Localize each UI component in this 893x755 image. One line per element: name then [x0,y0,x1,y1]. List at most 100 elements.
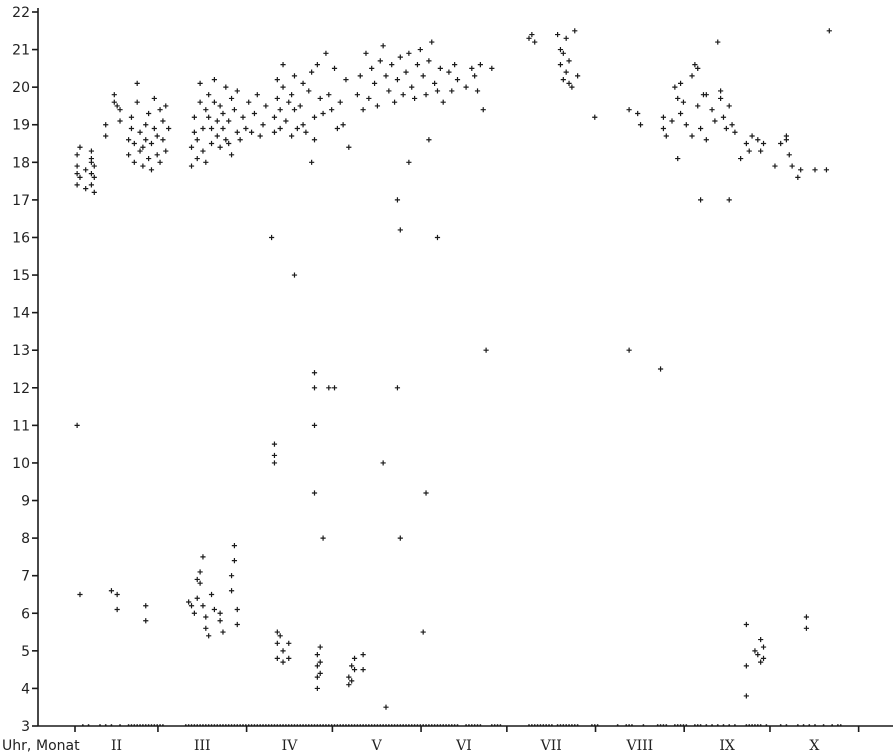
baseline-point [665,724,668,726]
data-point [346,682,352,688]
data-point [134,80,140,86]
baseline-point [104,724,107,726]
data-point [211,77,217,83]
data-point [186,599,192,605]
data-point [297,103,303,109]
data-point [689,73,695,79]
data-point [311,370,318,376]
baseline-point [528,724,530,726]
baseline-point [765,724,768,726]
data-point [346,144,352,150]
baseline-point [350,724,353,726]
data-point [326,385,332,391]
data-point [234,606,240,613]
baseline-point [264,724,267,726]
data-point [220,110,226,117]
data-point [74,152,80,158]
baseline-point [573,724,576,726]
baseline-point [207,724,210,726]
baseline-point [270,724,273,726]
data-point [317,644,323,650]
data-point [434,234,441,241]
data-point [286,655,292,661]
data-point [746,148,752,154]
data-point [194,576,200,583]
data-point [560,50,566,56]
baseline-point [190,724,193,726]
data-point [240,114,246,120]
baseline-point [662,724,665,726]
data-point [157,107,163,113]
data-point [483,347,489,353]
data-point [226,140,232,147]
data-point [140,163,146,169]
data-point [743,140,749,147]
data-point [271,452,278,459]
baseline-point [325,724,327,726]
data-point [140,144,146,150]
data-point [291,73,298,79]
baseline-point [468,724,470,726]
data-point [91,174,97,180]
baseline-point [728,724,731,726]
data-point [237,137,243,143]
data-point [289,92,295,98]
y-tick-label: 5 [21,644,30,660]
data-point [360,652,366,658]
baseline-point [233,724,236,726]
data-point [160,118,166,124]
baseline-point [479,724,482,726]
data-point [228,588,235,594]
baseline-point [756,724,759,726]
data-point [203,625,209,631]
data-point [194,155,200,162]
data-point [477,62,483,68]
baseline-point [785,724,788,726]
baseline-point [187,724,190,726]
baseline-point [362,724,365,726]
baseline-point [119,724,121,726]
y-tick-label: 6 [21,606,30,622]
data-point [274,77,280,83]
x-month-label: V [371,738,383,754]
baseline-point [631,724,633,726]
baseline-point [353,724,356,726]
baseline-point [339,724,342,726]
data-point [191,114,197,120]
data-point [208,125,215,132]
y-tick-label: 3 [21,719,30,735]
data-point [474,88,481,94]
data-point [208,140,215,147]
data-point [695,103,701,109]
data-point [429,39,435,45]
baseline-point [836,724,839,726]
baseline-point [679,724,682,726]
baseline-point [127,724,130,726]
baseline-point [571,724,573,726]
data-point [194,137,200,143]
data-point [280,659,286,665]
baseline-point [399,724,402,726]
data-point [397,535,403,541]
data-point [732,129,738,135]
baseline-point [296,724,299,726]
baseline-point [287,724,290,726]
data-point [743,621,749,628]
data-point [366,95,372,102]
data-point [371,80,378,86]
data-point [220,125,226,132]
data-point [657,366,664,372]
baseline-point [656,724,659,726]
data-point [200,125,206,132]
x-month-label: III [194,738,211,754]
data-point [274,95,280,102]
data-point [337,99,343,105]
baseline-point [796,724,799,726]
baseline-point [493,724,496,726]
baseline-point [356,724,359,726]
data-point [369,65,375,71]
data-point [126,137,132,143]
data-point [203,107,209,113]
data-point [314,674,320,680]
